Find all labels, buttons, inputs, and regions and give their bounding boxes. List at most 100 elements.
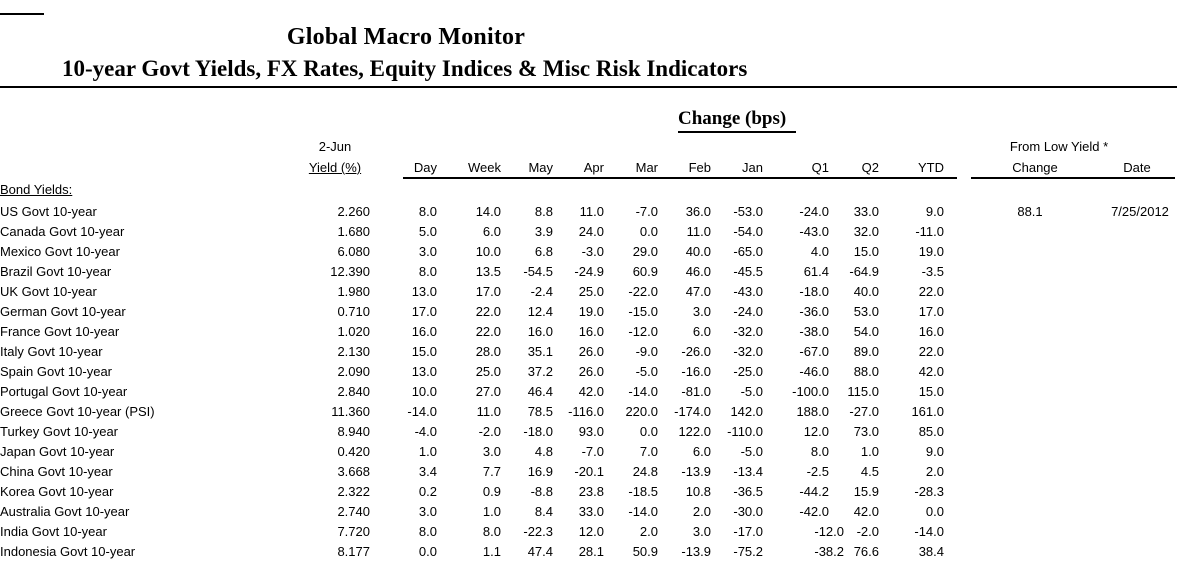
gap-cell <box>944 201 971 221</box>
change-value-may: 4.8 <box>534 443 553 459</box>
change-value-q1: -38.2 <box>814 543 844 559</box>
change-value-day: 8.0 <box>418 263 437 279</box>
change-value-day: 15.0 <box>411 343 437 359</box>
change-value-week: 1.0 <box>482 503 501 519</box>
change-value-q1: -42.0 <box>799 503 829 519</box>
change-value-q2: 89.0 <box>853 343 879 359</box>
from-low-change-value <box>980 481 1080 501</box>
gap-cell <box>944 301 971 321</box>
row-label: India Govt 10-year <box>0 523 107 539</box>
change-value-may: 47.4 <box>527 543 553 559</box>
change-value-mar: 220.0 <box>625 403 658 419</box>
change-value-apr: 28.1 <box>578 543 604 559</box>
from-low-date-value <box>1088 381 1177 401</box>
change-value-mar: 60.9 <box>632 263 658 279</box>
change-value-day: 8.0 <box>418 203 437 219</box>
table-row: India Govt 10-year 7.720 8.0 8.0 -22.3 12.0 2.… <box>0 521 1175 541</box>
change-value-q2: 33.0 <box>853 203 879 219</box>
column-header-jan: Jan <box>742 160 763 175</box>
change-value-apr: 93.0 <box>578 423 604 439</box>
change-value-apr: 25.0 <box>578 283 604 299</box>
row-label: Turkey Govt 10-year <box>0 423 119 439</box>
change-value-mar: -5.0 <box>635 363 658 379</box>
change-value-apr: -3.0 <box>581 243 604 259</box>
change-value-q1: 12.0 <box>803 423 829 439</box>
yield-column-header: Yield (%) <box>308 160 362 175</box>
change-value-ytd: 38.4 <box>918 543 944 559</box>
change-value-may: -18.0 <box>523 423 553 439</box>
gap-cell <box>944 501 971 521</box>
gap-cell <box>944 281 971 301</box>
change-value-apr: 26.0 <box>578 363 604 379</box>
from-low-change-value <box>980 321 1080 341</box>
change-value-q2: 15.9 <box>853 483 879 499</box>
change-value-ytd: 19.0 <box>918 243 944 259</box>
table-row: Canada Govt 10-year 1.680 5.0 6.0 3.9 24.0 0.0… <box>0 221 1175 241</box>
change-value-day: 5.0 <box>418 223 437 239</box>
gap-cell <box>944 521 971 541</box>
change-value-day: 3.0 <box>418 503 437 519</box>
from-low-date-value <box>1088 321 1177 341</box>
change-value-ytd: 0.0 <box>925 503 944 519</box>
yield-value: 7.720 <box>337 523 370 539</box>
from-low-change-value: 88.1 <box>1017 203 1043 219</box>
change-value-feb: 122.0 <box>678 423 711 439</box>
yield-value: 0.710 <box>337 303 370 319</box>
change-value-may: 35.1 <box>527 343 553 359</box>
change-value-mar: 0.0 <box>639 223 658 239</box>
change-value-feb: -13.9 <box>681 463 711 479</box>
change-value-may: 12.4 <box>527 303 553 319</box>
change-value-q1: 4.0 <box>810 243 829 259</box>
column-header-apr: Apr <box>583 160 604 175</box>
change-value-q2: 15.0 <box>853 243 879 259</box>
yield-value: 8.940 <box>337 423 370 439</box>
change-value-week: 22.0 <box>475 323 501 339</box>
change-value-q1: -18.0 <box>799 283 829 299</box>
from-low-date-value: 7/25/2012 <box>1111 203 1169 219</box>
change-value-mar: -12.0 <box>628 323 658 339</box>
row-label: France Govt 10-year <box>0 323 120 339</box>
change-value-feb: 11.0 <box>686 223 711 239</box>
empty-cell <box>300 178 1175 201</box>
column-header-day: Day <box>413 160 437 175</box>
change-value-jan: -32.0 <box>733 323 763 339</box>
change-value-feb: -174.0 <box>674 403 711 419</box>
change-value-ytd: 2.0 <box>925 463 944 479</box>
change-value-day: 1.0 <box>418 443 437 459</box>
change-value-day: 3.4 <box>418 463 437 479</box>
from-low-change-value <box>980 361 1080 381</box>
change-value-week: 7.7 <box>482 463 501 479</box>
row-label: Canada Govt 10-year <box>0 223 125 239</box>
change-value-feb: -81.0 <box>681 383 711 399</box>
change-value-may: -54.5 <box>523 263 553 279</box>
gap-cell <box>944 221 971 241</box>
change-value-day: 13.0 <box>411 363 437 379</box>
from-low-change-value <box>980 221 1080 241</box>
from-low-date-value <box>1088 341 1177 361</box>
from-low-change-value <box>980 301 1080 321</box>
change-value-week: 1.1 <box>482 543 501 559</box>
change-value-feb: 47.0 <box>685 283 711 299</box>
change-value-week: 11.0 <box>476 403 501 419</box>
change-value-week: 22.0 <box>475 303 501 319</box>
row-label: Greece Govt 10-year (PSI) <box>0 403 155 419</box>
title-divider-rule <box>0 86 1177 88</box>
change-value-q2: 40.0 <box>853 283 879 299</box>
table-row: Spain Govt 10-year 2.090 13.0 25.0 37.2 26.0 -… <box>0 361 1175 381</box>
change-value-week: 28.0 <box>475 343 501 359</box>
change-value-may: 8.4 <box>534 503 553 519</box>
from-low-date-value <box>1088 461 1177 481</box>
change-value-q2: 32.0 <box>853 223 879 239</box>
change-value-q2: 115.0 <box>847 383 879 399</box>
change-value-mar: -7.0 <box>635 203 658 219</box>
change-value-may: -8.8 <box>530 483 553 499</box>
gap-cell <box>944 321 971 341</box>
change-value-mar: 24.8 <box>632 463 658 479</box>
yield-value: 1.980 <box>337 283 370 299</box>
yield-value: 8.177 <box>337 543 370 559</box>
change-value-mar: 0.0 <box>639 423 658 439</box>
change-value-q1: -43.0 <box>799 223 829 239</box>
change-value-jan: -75.2 <box>733 543 763 559</box>
change-value-mar: -15.0 <box>628 303 658 319</box>
change-value-q1: 61.4 <box>803 263 829 279</box>
